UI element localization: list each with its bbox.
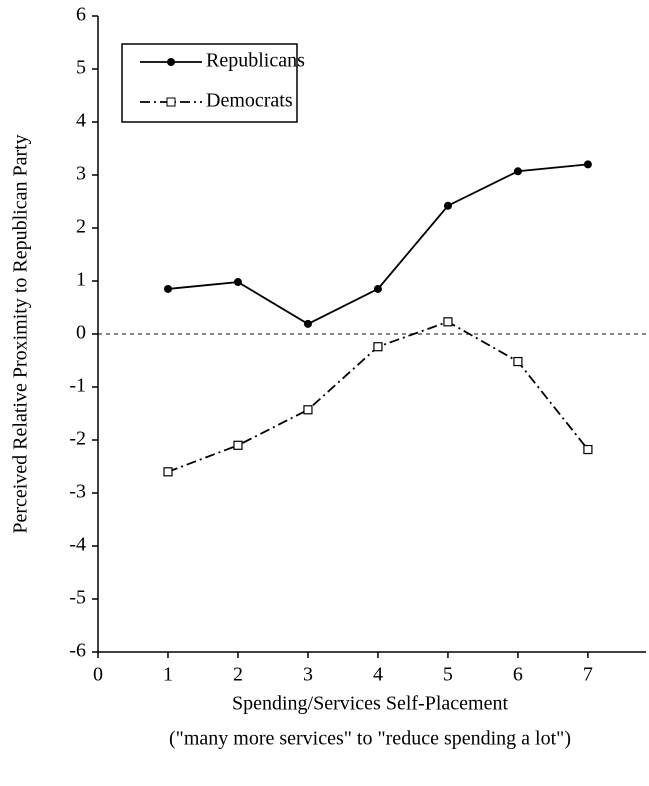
y-tick-label: 6 bbox=[76, 4, 86, 26]
y-tick-label: -3 bbox=[69, 481, 86, 503]
y-tick-label: 3 bbox=[76, 163, 86, 185]
point bbox=[163, 284, 172, 293]
y-tick-label: 2 bbox=[76, 216, 86, 238]
x-tick-label: 4 bbox=[373, 664, 383, 686]
legend-marker bbox=[166, 97, 176, 107]
point bbox=[303, 405, 313, 415]
y-tick-label: 5 bbox=[76, 57, 86, 79]
x-tick-label: 2 bbox=[233, 664, 243, 686]
point bbox=[233, 440, 243, 450]
x-tick-label: 3 bbox=[303, 664, 313, 686]
y-tick-label: -2 bbox=[69, 428, 86, 450]
y-tick-label: -4 bbox=[69, 534, 86, 556]
legend-label: Democrats bbox=[206, 90, 293, 112]
point bbox=[303, 319, 312, 328]
y-tick-label: 1 bbox=[76, 269, 86, 291]
point bbox=[373, 284, 382, 293]
point bbox=[373, 342, 383, 352]
x-tick-label: 6 bbox=[513, 664, 523, 686]
y-tick-label: -6 bbox=[69, 640, 86, 662]
legend-marker bbox=[167, 58, 175, 66]
x-tick-label: 0 bbox=[93, 664, 103, 686]
y-tick-label: -5 bbox=[69, 587, 86, 609]
point bbox=[443, 201, 452, 210]
x-tick-label: 1 bbox=[163, 664, 173, 686]
legend-box bbox=[121, 43, 298, 123]
y-tick-label: -1 bbox=[69, 375, 86, 397]
x-axis-sublabel: ("many more services" to "reduce spendin… bbox=[169, 728, 571, 750]
x-axis-label: Spending/Services Self-Placement bbox=[232, 693, 508, 715]
point bbox=[583, 160, 592, 169]
y-axis-label: Perceived Relative Proximity to Republic… bbox=[10, 134, 32, 533]
y-tick-label: 0 bbox=[76, 322, 86, 344]
point bbox=[233, 278, 242, 287]
point bbox=[583, 444, 593, 455]
legend-label: Republicans bbox=[206, 50, 305, 72]
point bbox=[163, 467, 173, 477]
x-tick-label: 5 bbox=[443, 664, 453, 686]
series-line bbox=[167, 163, 588, 325]
point bbox=[443, 317, 453, 327]
x-tick-label: 7 bbox=[583, 664, 593, 686]
point bbox=[513, 167, 522, 176]
point bbox=[513, 356, 523, 367]
y-tick-label: 4 bbox=[76, 110, 86, 132]
